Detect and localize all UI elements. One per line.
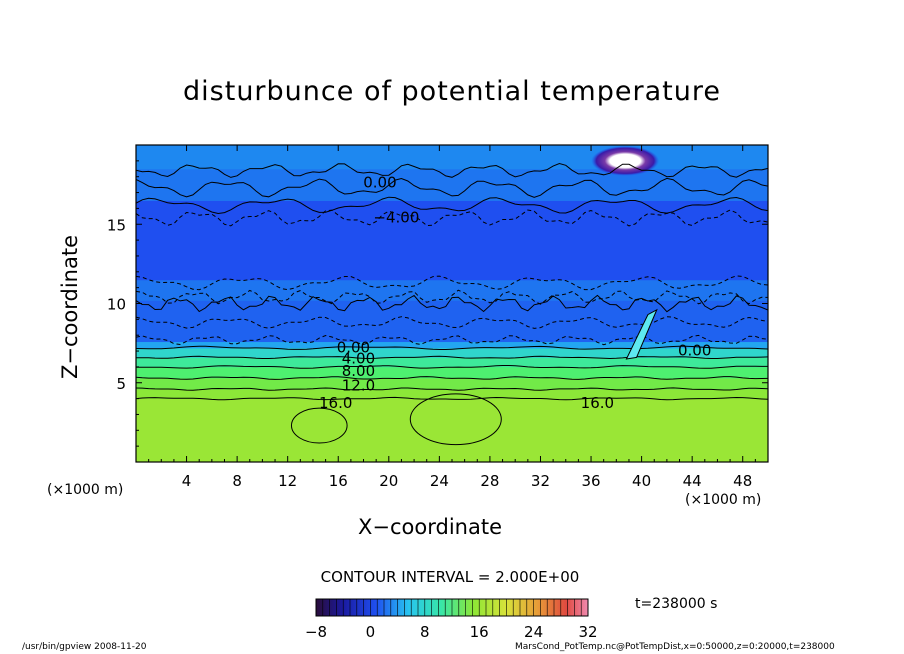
time-label: t=238000 s xyxy=(635,596,718,612)
contour-line xyxy=(136,162,768,178)
contour-label: 16.0 xyxy=(581,394,614,412)
contour-line xyxy=(136,275,768,291)
x-tick-label: 16 xyxy=(329,472,348,490)
cold-anomaly xyxy=(591,145,660,176)
contour-label: 0.00 xyxy=(363,173,396,191)
contour-line xyxy=(136,177,768,198)
contour-label: 0.00 xyxy=(337,338,370,356)
contour-line xyxy=(136,396,768,401)
colorbar-tick-label: 16 xyxy=(470,623,489,641)
contour-line xyxy=(136,196,768,215)
field-band-8 xyxy=(136,279,768,301)
x-tick-label: 36 xyxy=(581,472,600,490)
x-tick-label: 40 xyxy=(632,472,651,490)
contour-line xyxy=(136,289,768,305)
contour-line xyxy=(136,345,768,350)
contour-closed xyxy=(290,407,348,444)
field-band-6 xyxy=(136,341,768,349)
x-tick-label: 4 xyxy=(182,472,192,490)
field-band-11 xyxy=(136,145,768,170)
colorbar-tick-label: 8 xyxy=(420,623,430,641)
field-band-0 xyxy=(136,398,768,462)
field-band-9 xyxy=(136,200,768,281)
contour-line xyxy=(136,387,768,391)
contour-label: 0.00 xyxy=(678,341,711,359)
contour-line xyxy=(136,376,768,380)
chart-title: disturbunce of potential temperature xyxy=(183,76,721,107)
x-tick-label: 32 xyxy=(531,472,550,490)
contour-line xyxy=(136,316,768,329)
colorbar-tick-label: 32 xyxy=(578,623,597,641)
contour-label: 16.0 xyxy=(319,394,352,412)
field-band-5 xyxy=(136,347,768,358)
footer-left: /usr/bin/gpview 2008-11-20 xyxy=(22,642,147,652)
x-unit-label: (×1000 m) xyxy=(685,492,762,508)
field-band-3 xyxy=(136,366,768,379)
colorbar-tick-label: −8 xyxy=(305,623,327,641)
contour-interval: CONTOUR INTERVAL = 2.000E+00 xyxy=(320,568,580,586)
x-tick-label: 8 xyxy=(232,472,242,490)
contour-label: 12.0 xyxy=(342,376,375,394)
contour-line xyxy=(136,365,768,369)
contour-line xyxy=(136,294,768,313)
footer-right: MarsCond_PotTemp.nc@PotTempDist,x=0:5000… xyxy=(515,642,835,652)
x-tick-label: 20 xyxy=(379,472,398,490)
x-axis-label: X−coordinate xyxy=(358,515,502,539)
y-tick-label: 10 xyxy=(107,296,126,314)
contour-line xyxy=(136,355,768,360)
x-tick-label: 48 xyxy=(733,472,752,490)
x-tick-label: 12 xyxy=(278,472,297,490)
x-tick-label: 24 xyxy=(430,472,449,490)
field-band-2 xyxy=(136,377,768,390)
contour-line xyxy=(136,334,768,346)
contour-label: 8.00 xyxy=(342,362,375,380)
rising-plume xyxy=(625,308,658,360)
x-tick-label: 44 xyxy=(683,472,702,490)
colorbar-tick-label: 24 xyxy=(524,623,543,641)
y-tick-label: 15 xyxy=(107,216,126,234)
contour-closed xyxy=(409,393,502,446)
field-band-4 xyxy=(136,357,768,368)
x-tick-label: 28 xyxy=(480,472,499,490)
z-unit-label: (×1000 m) xyxy=(47,482,124,498)
y-tick-label: 5 xyxy=(116,375,126,393)
y-axis-label: Z−coordinate xyxy=(58,235,82,379)
contour-label: 4.00 xyxy=(342,349,375,367)
contour-label: −4.00 xyxy=(373,208,419,226)
contour-line xyxy=(136,209,768,227)
field-band-7 xyxy=(136,300,768,343)
colorbar-tick-label: 0 xyxy=(366,623,376,641)
